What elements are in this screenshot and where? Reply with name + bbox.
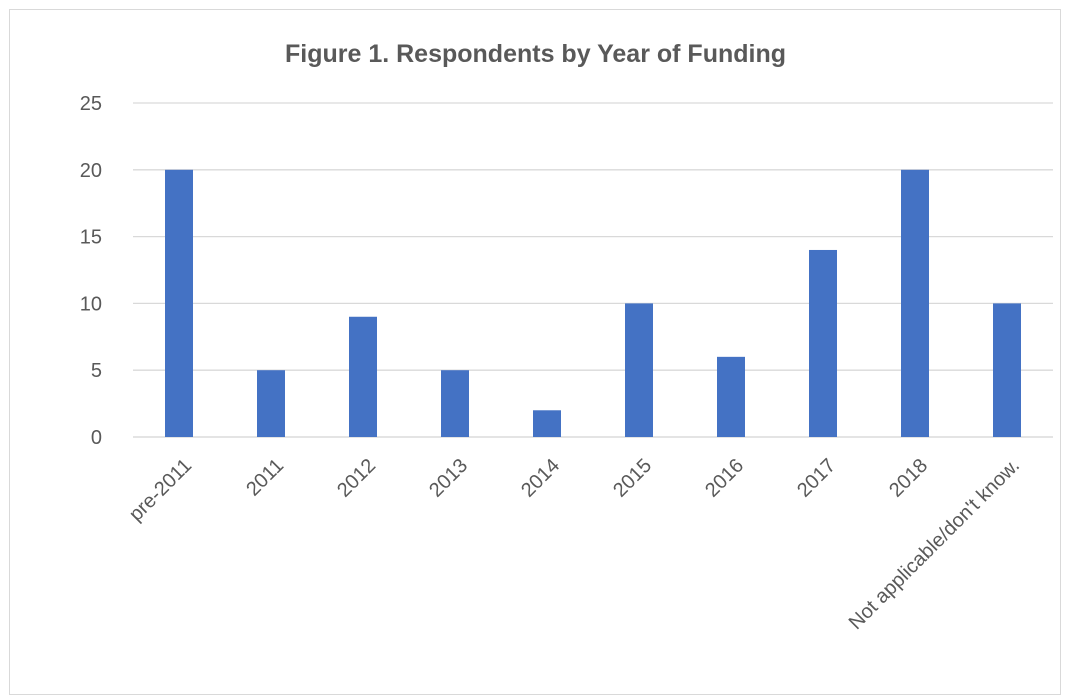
bar-2011: [257, 370, 285, 437]
x-tick-label: 2014: [517, 455, 564, 502]
chart-title: Figure 1. Respondents by Year of Funding: [285, 40, 786, 68]
y-axis-ticks: 0 5 10 15 20 25: [80, 93, 102, 449]
x-tick-label: 2017: [793, 455, 840, 502]
x-axis-ticks: pre-2011 2011 2012 2013 2014 2015 2016 2017 2018…: [125, 455, 1024, 634]
x-tick-label: 2013: [425, 455, 472, 502]
bar-2016: [717, 356, 745, 437]
bar-2018: [901, 169, 929, 438]
x-tick-label: 2011: [242, 455, 288, 501]
x-tick-label: 2016: [701, 455, 748, 502]
y-tick-label: 0: [91, 427, 102, 449]
bar-2017: [809, 249, 837, 437]
y-tick-label: 15: [80, 227, 102, 249]
y-tick-label: 20: [80, 160, 102, 182]
x-tick-label: 2012: [333, 455, 380, 502]
bars: [165, 169, 1021, 438]
bar-2014: [533, 410, 561, 437]
x-tick-label: pre-2011: [125, 455, 196, 526]
x-tick-label: 2015: [609, 455, 656, 502]
x-tick-label: Not applicable/don't know.: [845, 455, 1024, 634]
bar-2013: [441, 370, 469, 437]
x-tick-label: 2018: [885, 455, 932, 502]
y-tick-label: 5: [91, 360, 102, 382]
bar-not-applicable-don-t-know-: [993, 303, 1021, 437]
y-tick-label: 25: [80, 93, 102, 115]
gridlines: [133, 102, 1053, 438]
y-tick-label: 10: [80, 293, 102, 315]
bar-2012: [349, 316, 377, 437]
bar-pre-2011: [165, 169, 193, 438]
bar-2015: [625, 303, 653, 437]
